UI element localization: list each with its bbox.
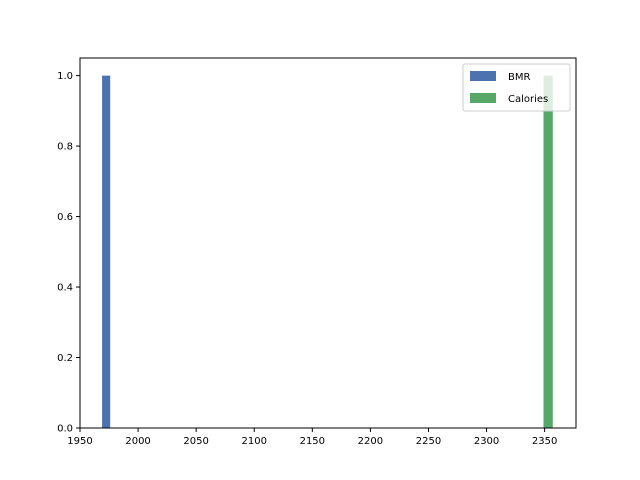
x-tick-label: 2050: [183, 436, 208, 447]
x-tick-label: 1950: [67, 436, 92, 447]
legend-swatch-bmr: [470, 71, 496, 81]
x-tick-label: 2300: [474, 436, 499, 447]
legend-label-calories: Calories: [508, 94, 548, 105]
x-tick-label: 2100: [242, 436, 267, 447]
y-axis: 0.0 0.2 0.4 0.6 0.8 1.0: [57, 71, 80, 435]
y-tick-label: 0.2: [57, 353, 73, 364]
legend: BMR Calories: [462, 63, 571, 112]
y-tick-label: 0.0: [57, 424, 73, 435]
x-axis: 1950 2000 2050 2100 2150 2200 2250 2300 2350: [67, 428, 557, 447]
bar-bmr-0: [102, 75, 111, 428]
x-tick-label: 2200: [358, 436, 383, 447]
y-tick-label: 0.6: [57, 212, 73, 223]
legend-items: BMR Calories: [470, 71, 548, 105]
legend-swatch-calories: [470, 93, 496, 103]
y-tick-label: 0.4: [57, 283, 73, 294]
plot-frame: [79, 57, 577, 429]
x-tick-label: 2150: [300, 436, 325, 447]
x-tick-label: 2250: [416, 436, 441, 447]
y-tick-label: 0.8: [57, 142, 73, 153]
x-tick-label: 2000: [125, 436, 150, 447]
x-tick-label: 2350: [532, 436, 557, 447]
bars-layer: [102, 75, 553, 428]
legend-label-bmr: BMR: [508, 72, 530, 83]
y-tick-label: 1.0: [57, 71, 73, 82]
bar-calories-0: [543, 75, 553, 428]
